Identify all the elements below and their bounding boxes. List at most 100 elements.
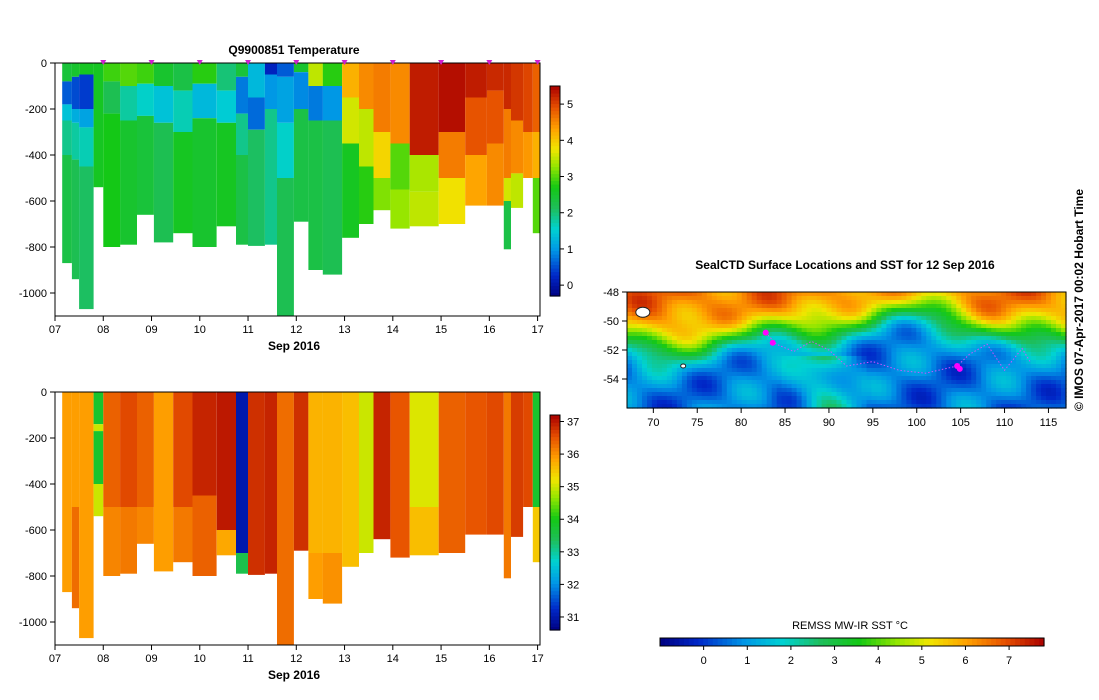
- sst-cell: [701, 400, 708, 405]
- colorbar-swatch-1-24: [550, 540, 560, 545]
- sst-cell: [941, 352, 947, 357]
- sst-cell: [1021, 372, 1027, 377]
- sst-cell: [921, 372, 927, 377]
- sst-cell: [1031, 320, 1037, 325]
- sst-cell: [846, 308, 853, 313]
- sst-cell: [716, 304, 723, 309]
- sst-cell: [936, 304, 942, 309]
- sst-cell: [1001, 400, 1007, 405]
- sst-cell: [706, 352, 713, 357]
- sst-cell: [726, 296, 733, 301]
- sst-cell: [746, 332, 753, 337]
- sst-cell: [706, 292, 713, 297]
- sst-cell: [816, 316, 823, 321]
- sst-cell: [876, 332, 882, 337]
- sst-colorbar-swatch-63: [962, 638, 968, 646]
- sst-cell: [951, 304, 957, 309]
- sst-cell: [856, 364, 863, 369]
- sst-cell: [716, 352, 723, 357]
- profile-cell-0-6-1: [137, 83, 154, 116]
- sst-cell: [1046, 380, 1052, 385]
- sst-cell: [726, 308, 733, 313]
- sst-cell: [1051, 292, 1057, 297]
- sst-cell: [796, 404, 803, 409]
- sst-cell: [1026, 344, 1032, 349]
- sst-cell: [896, 320, 902, 325]
- colorbar-swatch-1-44: [550, 468, 560, 473]
- sst-cell: [706, 328, 713, 333]
- sst-cell: [696, 292, 703, 297]
- sst-cell: [996, 316, 1002, 321]
- sst-cell: [846, 400, 853, 405]
- profile-cell-0-20-0: [373, 63, 391, 132]
- sst-cell: [946, 324, 952, 329]
- sst-cell: [801, 332, 808, 337]
- sst-cell: [811, 316, 818, 321]
- sst-cell: [831, 340, 838, 345]
- profile-cell-0-15-2: [293, 109, 309, 222]
- colorbar-tick-label-1-4: 35: [567, 482, 579, 494]
- sst-cell: [866, 300, 873, 305]
- sst-cell: [881, 396, 887, 401]
- sst-cell: [731, 400, 738, 405]
- sst-cell: [1061, 384, 1067, 389]
- sst-cell: [801, 380, 808, 385]
- colorbar-swatch-0-17: [550, 233, 560, 238]
- profile-cell-1-24-0: [465, 392, 487, 535]
- sst-cell: [976, 296, 982, 301]
- colorbar-swatch-1-22: [550, 547, 560, 552]
- sst-cell: [706, 364, 713, 369]
- sst-cell: [986, 328, 992, 333]
- sst-cell: [946, 344, 952, 349]
- sst-cell: [776, 292, 783, 297]
- sst-cell: [976, 352, 982, 357]
- sst-cell: [921, 392, 927, 397]
- sst-cell: [696, 296, 703, 301]
- sst-cell: [956, 296, 962, 301]
- sst-cell: [966, 396, 972, 401]
- sst-cell: [656, 296, 663, 301]
- sst-cell: [966, 356, 972, 361]
- sst-colorbar-swatch-48: [890, 638, 896, 646]
- sst-cell: [746, 344, 753, 349]
- sst-cell: [721, 384, 728, 389]
- sst-cell: [991, 292, 997, 297]
- sst-cell: [666, 360, 673, 365]
- sst-cell: [651, 308, 658, 313]
- sst-cell: [781, 320, 788, 325]
- profile-marker-4: [293, 60, 300, 65]
- sst-cell: [856, 336, 863, 341]
- sst-cell: [642, 296, 648, 301]
- sst-cell: [981, 320, 987, 325]
- sst-cell: [831, 376, 838, 381]
- sst-cell: [926, 352, 932, 357]
- sst-cell: [647, 324, 653, 329]
- sst-cell: [706, 396, 713, 401]
- sst-cell: [1011, 348, 1017, 353]
- sst-cell: [936, 396, 942, 401]
- sst-cell: [656, 320, 663, 325]
- sst-cell: [741, 348, 748, 353]
- sst-cell: [686, 400, 693, 405]
- sst-cell: [1021, 304, 1027, 309]
- colorbar-swatch-0-54: [550, 103, 560, 108]
- profile-cell-0-2-3: [79, 127, 94, 167]
- sst-cell: [916, 344, 922, 349]
- sst-cell: [1021, 308, 1027, 313]
- sst-cell: [1001, 352, 1007, 357]
- profile-cell-0-0-1: [62, 81, 72, 105]
- colorbar-swatch-1-11: [550, 587, 560, 592]
- sst-cell: [1021, 396, 1027, 401]
- sst-cell: [816, 388, 823, 393]
- sst-cell: [856, 352, 863, 357]
- sst-cell: [736, 352, 743, 357]
- sst-cell: [731, 360, 738, 365]
- sst-cell: [836, 356, 843, 361]
- sst-cell: [836, 376, 843, 381]
- sst-cell: [921, 312, 927, 317]
- sst-cell: [861, 392, 868, 397]
- sst-cell: [706, 296, 713, 301]
- sst-cell: [691, 304, 698, 309]
- sst-cell: [786, 308, 793, 313]
- sst-cell: [931, 308, 937, 313]
